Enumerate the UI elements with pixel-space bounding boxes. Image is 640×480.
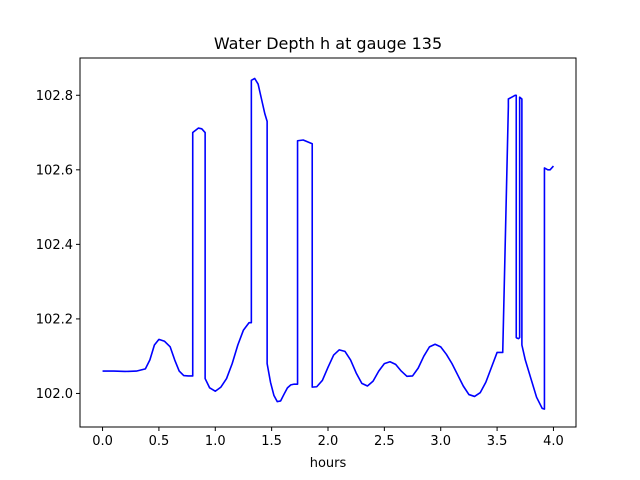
axis-ticks: 0.0 0.5 1.0 1.5 2.0 2.5 3.0 3.5 4.0 102.0 102.2 102… (36, 89, 564, 449)
x-tick-label: 1.0 (205, 434, 226, 449)
y-tick-label: 102.4 (36, 238, 73, 253)
x-tick-label: 2.0 (318, 434, 339, 449)
x-tick-label: 0.0 (92, 434, 113, 449)
x-tick-label: 1.5 (261, 434, 282, 449)
x-tick-label: 0.5 (149, 434, 170, 449)
y-tick-label: 102.2 (36, 312, 73, 327)
y-tick-label: 102.0 (36, 387, 73, 402)
series-line (102, 77, 555, 410)
x-tick-label: 2.5 (374, 434, 395, 449)
x-tick-label: 3.5 (487, 434, 508, 449)
y-tick-label: 102.6 (36, 163, 73, 178)
x-tick-label: 3.0 (430, 434, 451, 449)
plot-frame (79, 57, 577, 428)
y-tick-label: 102.8 (36, 89, 73, 104)
x-tick-label: 4.0 (543, 434, 564, 449)
chart-title: Water Depth h at gauge 135 (214, 34, 442, 53)
x-axis-label: hours (310, 456, 347, 471)
plot-area (102, 77, 555, 410)
